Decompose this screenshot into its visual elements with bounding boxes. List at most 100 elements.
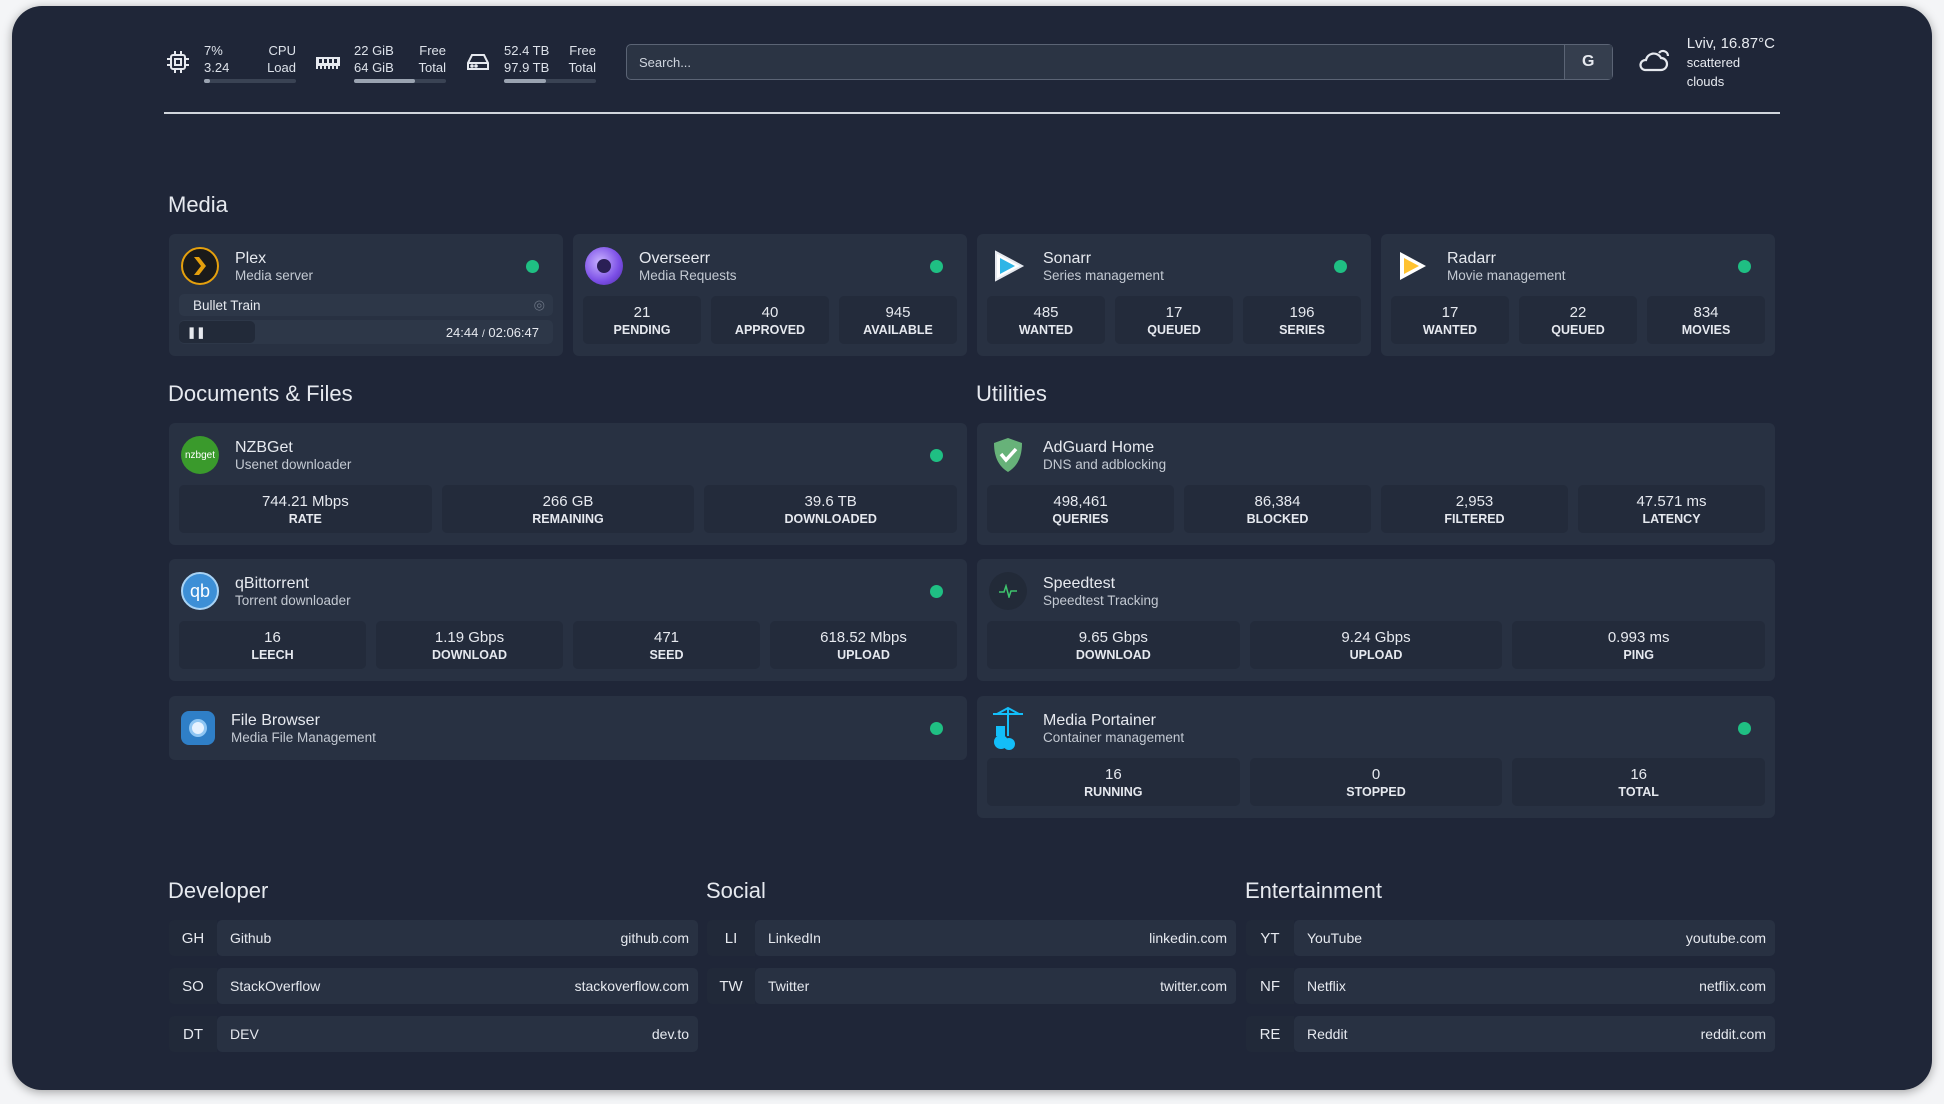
disk-bar — [504, 78, 596, 83]
stat-seed: 471 SEED — [573, 621, 760, 669]
service-name: Radarr — [1447, 250, 1496, 267]
bookmark-twitter[interactable]: TW Twitter twitter.com — [707, 968, 1236, 1004]
service-card-overseerr[interactable]: Overseerr Media Requests 21 PENDING 40 APPROV… — [573, 234, 967, 356]
qbittorrent-icon: qb — [181, 572, 219, 610]
service-name: Media Portainer — [1043, 712, 1156, 729]
memory-icon — [314, 48, 342, 76]
stat-downloaded: 39.6 TB DOWNLOADED — [704, 485, 958, 533]
status-dot — [930, 260, 943, 273]
stat-leech: 16 LEECH — [179, 621, 366, 669]
stat-wanted: 17 WANTED — [1391, 296, 1509, 344]
service-card-file-browser[interactable]: File Browser Media File Management — [169, 696, 967, 760]
stat-label: WANTED — [1422, 322, 1478, 337]
memory-total: 64 GiB — [354, 59, 394, 75]
status-dot — [930, 722, 943, 735]
disk-bar-fill — [504, 78, 547, 83]
stream-settings-icon[interactable]: ◎ — [533, 297, 545, 312]
service-card-adguard-home[interactable]: AdGuard Home DNS and adblocking 498,461 QUE… — [977, 423, 1775, 545]
stat-value: 86,384 — [1254, 492, 1301, 510]
cpu-bar-fill — [204, 78, 211, 83]
bookmark-youtube[interactable]: YT YouTube youtube.com — [1246, 920, 1775, 956]
bookmark-host: twitter.com — [1160, 978, 1227, 994]
stat-label: FILTERED — [1444, 511, 1505, 526]
stat-available: 945 AVAILABLE — [839, 296, 957, 344]
bookmark-linkedin[interactable]: LI LinkedIn linkedin.com — [707, 920, 1236, 956]
bookmark-github[interactable]: GH Github github.com — [169, 920, 698, 956]
logo-text: qb — [189, 580, 211, 601]
bookmark-abbr: YT — [1246, 920, 1294, 956]
service-desc: Series management — [1043, 268, 1164, 283]
stat-label: STOPPED — [1346, 784, 1406, 799]
bookmark-group-title: Social — [706, 878, 766, 903]
service-name: Speedtest — [1043, 575, 1116, 592]
bookmark-stackoverflow[interactable]: SO StackOverflow stackoverflow.com — [169, 968, 698, 1004]
stat-value: 744.21 Mbps — [261, 492, 349, 510]
overseerr-icon — [585, 247, 623, 285]
stat-remaining: 266 GB REMAINING — [441, 485, 695, 533]
cpu-bar — [204, 78, 296, 83]
service-card-sonarr[interactable]: Sonarr Series management 485 WANTED 17 QUEUED… — [977, 234, 1371, 356]
memory-bar-fill — [354, 78, 415, 83]
playback-time: 24:44 — [445, 324, 479, 340]
bookmark-dev[interactable]: DT DEV dev.to — [169, 1016, 698, 1052]
cloud-icon — [1637, 47, 1671, 78]
service-desc: Media File Management — [231, 730, 376, 745]
section-title-documents: Documents & Files — [168, 381, 353, 406]
bookmark-reddit[interactable]: RE Reddit reddit.com — [1246, 1016, 1775, 1052]
stat-approved: 40 APPROVED — [711, 296, 829, 344]
stat-label: DOWNLOAD — [1075, 647, 1151, 662]
stat-pending: 21 PENDING — [583, 296, 701, 344]
service-desc: Container management — [1043, 730, 1185, 745]
stat-label: REMAINING — [532, 511, 604, 526]
service-card-radarr[interactable]: Radarr Movie management 17 WANTED 22 QUEUED 83… — [1381, 234, 1775, 356]
stat-label: UPLOAD — [837, 647, 890, 662]
service-desc: Torrent downloader — [235, 593, 351, 608]
cpu-load: 3.24 — [204, 59, 230, 75]
stat-value: 471 — [653, 628, 680, 646]
stat-value: 266 GB — [542, 492, 594, 510]
service-card-plex[interactable]: Plex Media server Bullet Train ◎ ❚❚ 24:44 /… — [169, 234, 563, 356]
stat-value: 9.24 Gbps — [1341, 628, 1411, 646]
search-input[interactable] — [627, 45, 1564, 79]
stat-value: 40 — [761, 303, 779, 321]
bookmark-host: youtube.com — [1685, 930, 1766, 946]
service-card-qbittorrent[interactable]: qb qBittorrent Torrent downloader 16 LEECH 1.… — [169, 559, 967, 681]
search-engine-button[interactable]: G — [1563, 45, 1612, 79]
stat-value: 16 — [1104, 765, 1122, 783]
stat-label: TOTAL — [1618, 784, 1659, 799]
bookmark-name: StackOverflow — [230, 978, 321, 994]
pause-button[interactable]: ❚❚ — [179, 321, 255, 343]
stat-queries: 498,461 QUERIES — [987, 485, 1174, 533]
bookmark-group-title: Developer — [168, 878, 269, 903]
bookmark-netflix[interactable]: NF Netflix netflix.com — [1246, 968, 1775, 1004]
cpu-usage: 7% — [204, 42, 223, 58]
plex-icon — [181, 247, 219, 285]
service-card-speedtest[interactable]: Speedtest Speedtest Tracking 9.65 Gbps DOWN… — [977, 559, 1775, 681]
weather-location-temp: Lviv, 16.87°C — [1686, 34, 1775, 52]
service-desc: Media server — [235, 268, 314, 283]
portainer-icon — [989, 706, 1027, 750]
filebrowser-icon — [181, 711, 215, 745]
stat-download: 9.65 Gbps DOWNLOAD — [987, 621, 1240, 669]
bookmark-name: Netflix — [1307, 978, 1346, 994]
bookmark-host: netflix.com — [1699, 978, 1766, 994]
stat-label: WANTED — [1018, 322, 1074, 337]
cpu-icon — [164, 48, 192, 76]
stat-movies: 834 MOVIES — [1647, 296, 1765, 344]
status-dot — [1738, 722, 1751, 735]
cpu-label: CPU — [268, 42, 296, 58]
memory-bar — [354, 78, 446, 83]
bookmark-abbr: SO — [169, 968, 217, 1004]
bookmark-host: dev.to — [651, 1026, 689, 1042]
weather-widget[interactable]: Lviv, 16.87°C scattered clouds — [1637, 34, 1780, 91]
stat-filtered: 2,953 FILTERED — [1381, 485, 1568, 533]
stat-label: MOVIES — [1681, 322, 1731, 337]
free-label: Free — [419, 42, 446, 58]
status-dot — [1334, 260, 1347, 273]
disk-free: 52.4 TB — [504, 42, 550, 58]
stat-download: 1.19 Gbps DOWNLOAD — [376, 621, 563, 669]
stat-total: 16 TOTAL — [1512, 758, 1766, 806]
service-card-media-portainer[interactable]: Media Portainer Container management 16 RUN… — [977, 696, 1775, 818]
service-card-nzbget[interactable]: nzbget NZBGet Usenet downloader 744.21 Mbps… — [169, 423, 967, 545]
stat-value: 17 — [1165, 303, 1183, 321]
